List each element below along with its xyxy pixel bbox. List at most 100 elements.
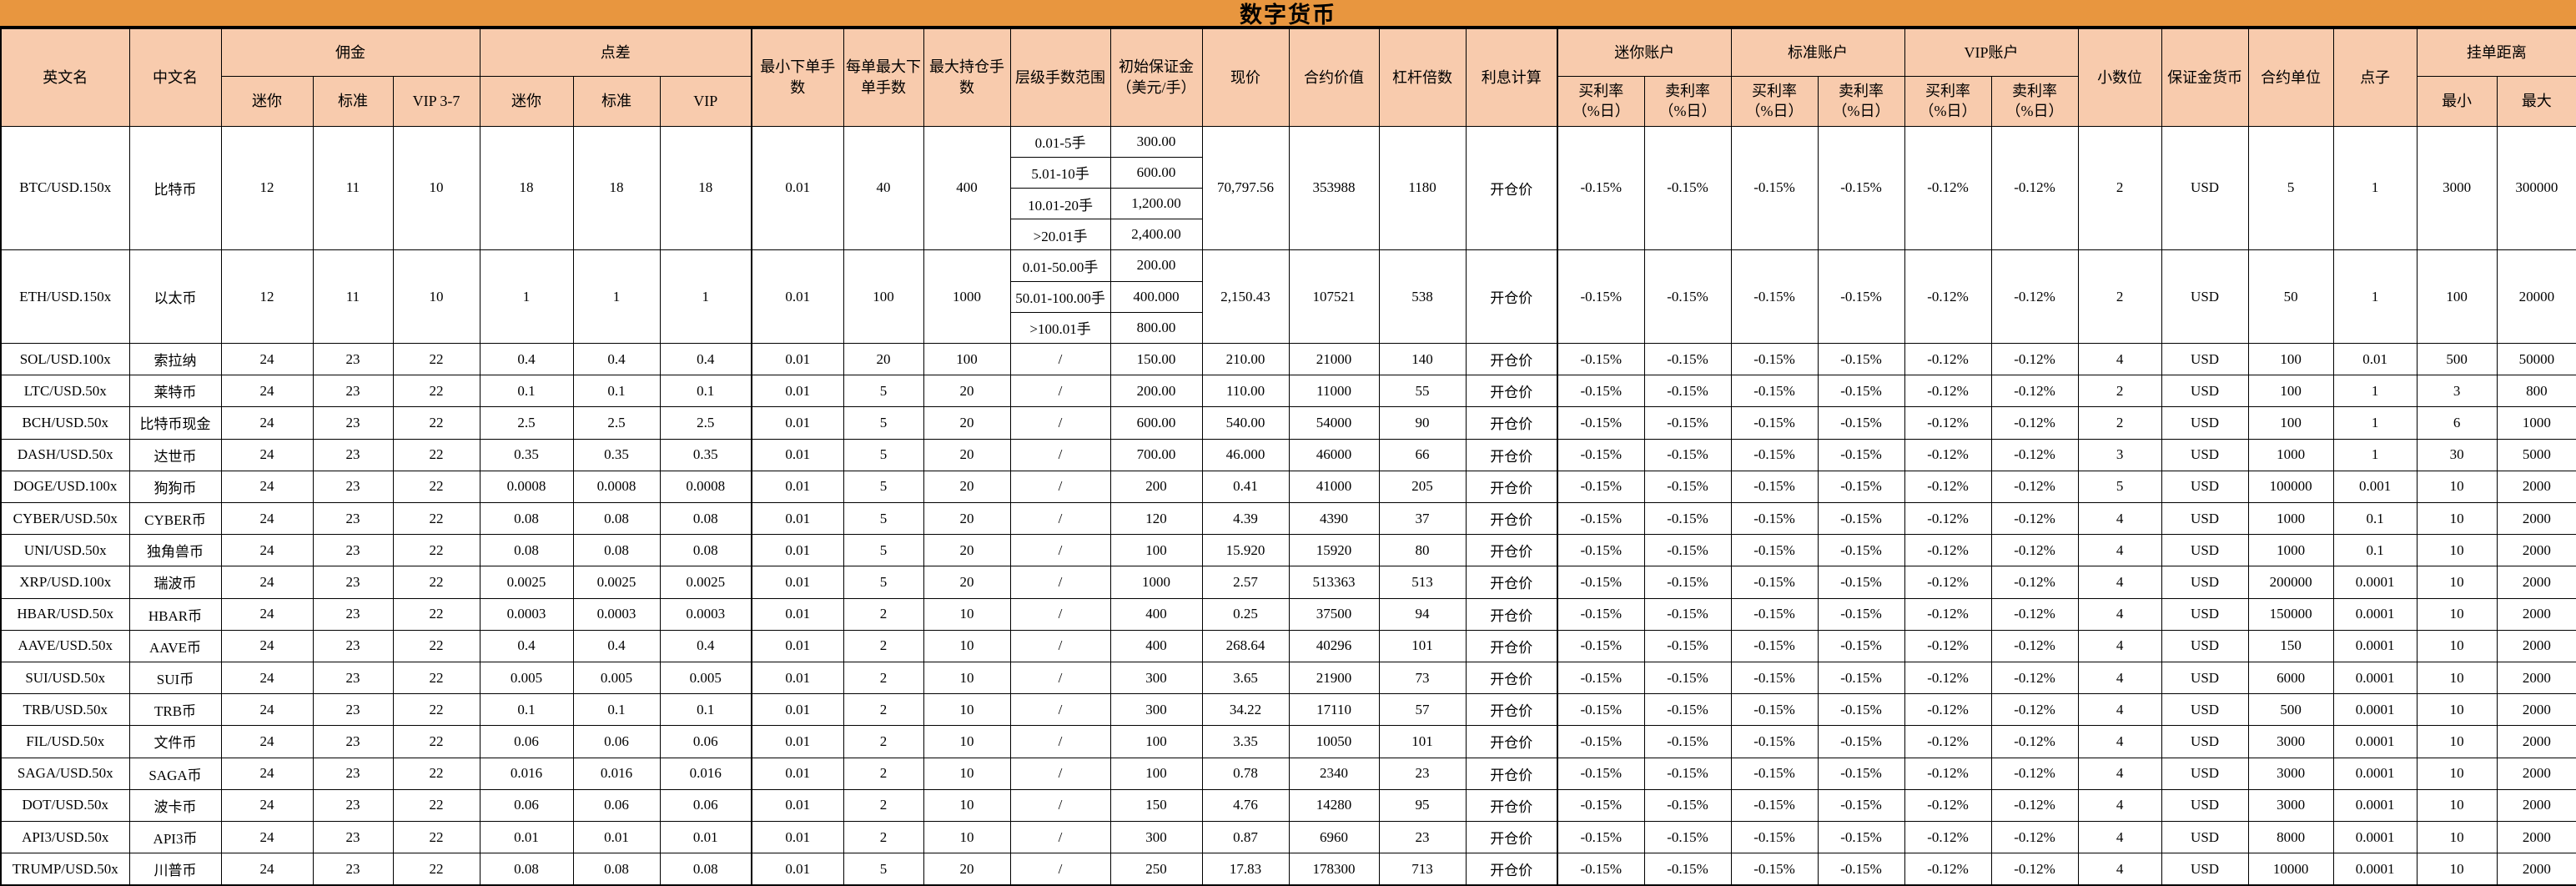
col-decimals: 小数位 xyxy=(2077,28,2162,127)
cell-cn-name: 以太币 xyxy=(128,249,222,344)
cell-rate-4: -0.12% xyxy=(1904,693,1992,727)
col-en-name: 英文名 xyxy=(0,28,130,127)
cell-decimals: 4 xyxy=(2077,725,2162,758)
cell-pips: 0.1 xyxy=(2332,501,2418,536)
cell-contract-value: 21000 xyxy=(1288,342,1380,376)
cell-tier-range: / xyxy=(1009,501,1111,536)
cell-interest: 开仓价 xyxy=(1465,125,1559,251)
cell-rate-4: -0.12% xyxy=(1904,501,1992,536)
cell-rate-0: -0.15% xyxy=(1557,438,1645,471)
cell-en-name: API3/USD.50x xyxy=(0,820,130,854)
cell-dist-min: 100 xyxy=(2416,249,2498,344)
cell-max-per-order: 5 xyxy=(843,375,924,408)
cell-commission-2: 22 xyxy=(392,501,480,536)
cell-commission-1: 23 xyxy=(312,629,394,662)
cell-min-lot: 0.01 xyxy=(751,661,844,695)
cell-initial-margin: 200 xyxy=(1109,470,1203,503)
cell-commission-1: 23 xyxy=(312,342,394,376)
cell-spread-2: 18 xyxy=(659,125,753,251)
cell-contract-unit: 6000 xyxy=(2247,661,2334,695)
cell-cn-name: CYBER币 xyxy=(128,501,222,536)
cell-rate-2: -0.15% xyxy=(1730,725,1819,758)
cell-dist-min: 10 xyxy=(2416,501,2498,536)
cell-contract-value: 14280 xyxy=(1288,788,1380,822)
cell-interest: 开仓价 xyxy=(1465,757,1559,790)
cell-tier-range: 10.01-20手 xyxy=(1009,187,1111,220)
cell-rate-4: -0.12% xyxy=(1904,470,1992,503)
table-row: UNI/USD.50x 独角兽币 24 23 22 0.08 0.08 0.08 0.01 5 20… xyxy=(0,534,2576,567)
cell-rate-2: -0.15% xyxy=(1730,406,1819,440)
cell-rate-5: -0.12% xyxy=(1990,693,2079,727)
cell-margin-currency: USD xyxy=(2161,661,2249,695)
cell-rate-0: -0.15% xyxy=(1557,342,1645,376)
cell-commission-0: 24 xyxy=(220,725,314,758)
cell-interest: 开仓价 xyxy=(1465,788,1559,822)
cell-rate-2: -0.15% xyxy=(1730,820,1819,854)
cell-price: 210.00 xyxy=(1201,342,1290,376)
cell-leverage: 66 xyxy=(1378,438,1467,471)
cell-rate-1: -0.15% xyxy=(1643,566,1732,599)
cell-interest: 开仓价 xyxy=(1465,375,1559,408)
cell-decimals: 4 xyxy=(2077,629,2162,662)
cell-spread-0: 0.005 xyxy=(479,661,574,695)
cell-tier-range: >100.01手 xyxy=(1009,311,1111,344)
cell-max-position: 20 xyxy=(923,501,1011,536)
cell-spread-0: 0.08 xyxy=(479,853,574,886)
cell-dist-min: 3 xyxy=(2416,375,2498,408)
cell-commission-1: 23 xyxy=(312,566,394,599)
cell-dist-min: 10 xyxy=(2416,788,2498,822)
cell-interest: 开仓价 xyxy=(1465,566,1559,599)
cell-dist-max: 2000 xyxy=(2496,820,2576,854)
cell-rate-5: -0.12% xyxy=(1990,853,2079,886)
cell-spread-1: 0.4 xyxy=(572,342,661,376)
cell-rate-2: -0.15% xyxy=(1730,125,1819,251)
cell-rate-2: -0.15% xyxy=(1730,566,1819,599)
cell-commission-0: 24 xyxy=(220,693,314,727)
cell-tier-range: / xyxy=(1009,820,1111,854)
cell-cn-name: 比特币 xyxy=(128,125,222,251)
table-row: LTC/USD.50x 莱特币 24 23 22 0.1 0.1 0.1 0.01 5 20/200… xyxy=(0,375,2576,408)
cell-commission-1: 23 xyxy=(312,725,394,758)
cell-contract-unit: 8000 xyxy=(2247,820,2334,854)
cell-contract-value: 4390 xyxy=(1288,501,1380,536)
cell-contract-unit: 100 xyxy=(2247,342,2334,376)
col-commission-mini: 迷你 xyxy=(220,75,314,127)
cell-contract-value: 37500 xyxy=(1288,597,1380,631)
cell-rate-5: -0.12% xyxy=(1990,470,2079,503)
cell-min-lot: 0.01 xyxy=(751,470,844,503)
col-spread-standard: 标准 xyxy=(572,75,661,127)
cell-rate-3: -0.15% xyxy=(1817,725,1905,758)
col-commission-standard: 标准 xyxy=(312,75,394,127)
cell-dist-max: 2000 xyxy=(2496,566,2576,599)
cell-max-position: 10 xyxy=(923,629,1011,662)
table-row: BCH/USD.50x 比特币现金 24 23 22 2.5 2.5 2.5 0.01 5 20/6… xyxy=(0,406,2576,440)
cell-rate-4: -0.12% xyxy=(1904,566,1992,599)
cell-rate-1: -0.15% xyxy=(1643,757,1732,790)
cell-decimals: 4 xyxy=(2077,757,2162,790)
col-price: 现价 xyxy=(1201,28,1290,127)
cell-commission-0: 24 xyxy=(220,788,314,822)
table-row: FIL/USD.50x 文件币 24 23 22 0.06 0.06 0.06 0.01 2 10/… xyxy=(0,725,2576,758)
cell-price: 2,150.43 xyxy=(1201,249,1290,344)
table-row: XRP/USD.100x 瑞波币 24 23 22 0.0025 0.0025 0.0025 0… xyxy=(0,566,2576,599)
cell-spread-0: 0.016 xyxy=(479,757,574,790)
cell-dist-max: 2000 xyxy=(2496,757,2576,790)
cell-tier-range: / xyxy=(1009,629,1111,662)
cell-spread-0: 18 xyxy=(479,125,574,251)
cell-commission-0: 24 xyxy=(220,757,314,790)
cell-spread-0: 0.08 xyxy=(479,534,574,567)
cell-contract-value: 107521 xyxy=(1288,249,1380,344)
cell-en-name: BCH/USD.50x xyxy=(0,406,130,440)
cell-leverage: 101 xyxy=(1378,629,1467,662)
cell-rate-5: -0.12% xyxy=(1990,249,2079,344)
cell-spread-2: 0.35 xyxy=(659,438,753,471)
cell-rate-1: -0.15% xyxy=(1643,438,1732,471)
cell-rate-0: -0.15% xyxy=(1557,125,1645,251)
table-row: 5.01-10手 600.00 xyxy=(1,156,2576,189)
cell-rate-0: -0.15% xyxy=(1557,693,1645,727)
cell-rate-4: -0.12% xyxy=(1904,406,1992,440)
cell-cn-name: SUI币 xyxy=(128,661,222,695)
cell-initial-margin: 600.00 xyxy=(1109,406,1203,440)
cell-commission-0: 24 xyxy=(220,375,314,408)
table-header: 英文名 中文名 佣金 点差 最小下单手数 每单最大下单手数 最大持仓手数 层级手… xyxy=(0,28,2576,127)
